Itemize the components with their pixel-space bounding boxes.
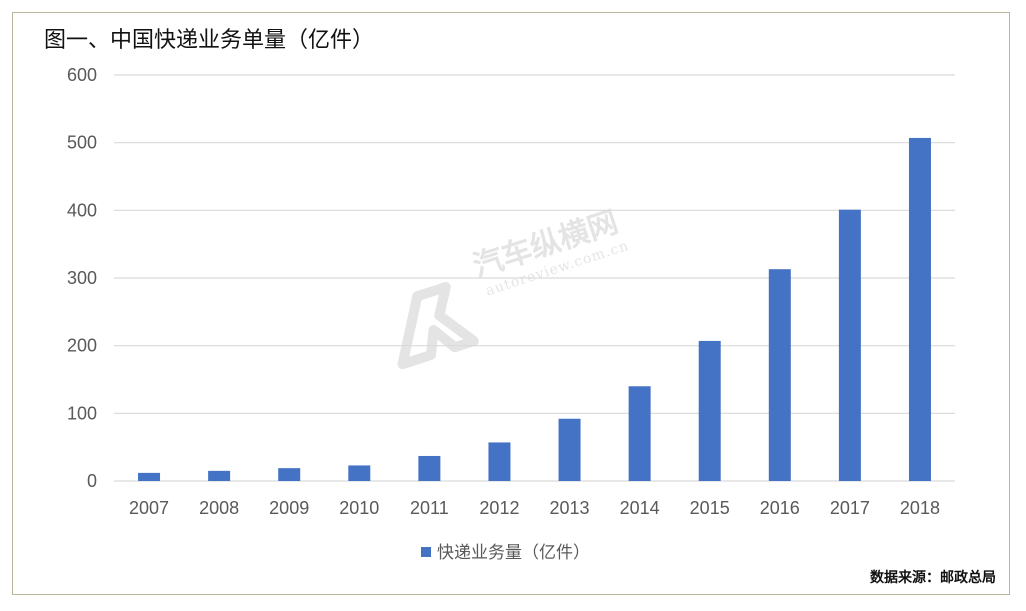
y-tick-label: 500 xyxy=(67,133,97,153)
bar xyxy=(628,386,651,481)
x-axis-tick-labels: 2007 2008 2009 2010 2011 2012 2013 2014 2015 2016… xyxy=(129,498,940,518)
x-tick-label: 2008 xyxy=(199,498,239,518)
bar xyxy=(768,269,791,481)
bar xyxy=(908,137,931,481)
legend-label: 快递业务量（亿件） xyxy=(437,543,590,563)
x-tick-label: 2017 xyxy=(830,498,870,518)
bar xyxy=(488,442,511,481)
x-tick-label: 2011 xyxy=(410,498,449,518)
legend-swatch xyxy=(421,547,431,557)
x-tick-label: 2015 xyxy=(690,498,730,518)
data-source-note: 数据来源：邮政总局 xyxy=(870,570,996,586)
x-tick-label: 2018 xyxy=(900,498,940,518)
chart-title: 图一、中国快递业务单量（亿件） xyxy=(44,28,375,53)
y-tick-label: 200 xyxy=(67,336,97,356)
x-tick-label: 2012 xyxy=(479,498,519,518)
y-tick-label: 300 xyxy=(67,268,97,288)
y-tick-label: 400 xyxy=(67,200,97,220)
y-tick-label: 600 xyxy=(67,65,97,85)
gridlines xyxy=(114,74,955,482)
watermark: 汽车纵横网 autoreview.com.cn xyxy=(364,190,677,419)
legend: 快递业务量（亿件） xyxy=(421,543,590,563)
x-tick-label: 2010 xyxy=(339,498,379,518)
bar-series xyxy=(138,137,931,481)
x-tick-label: 2007 xyxy=(129,498,169,518)
bar xyxy=(418,455,441,481)
bar xyxy=(558,418,581,481)
y-axis-tick-labels: 0 100 200 300 400 500 600 xyxy=(67,65,97,491)
x-tick-label: 2009 xyxy=(269,498,309,518)
bar xyxy=(278,468,301,481)
bar xyxy=(348,465,371,481)
bar xyxy=(208,470,231,481)
x-tick-label: 2016 xyxy=(760,498,800,518)
watermark-logo-icon xyxy=(397,282,479,370)
y-tick-label: 100 xyxy=(67,403,97,423)
x-tick-label: 2014 xyxy=(620,498,660,518)
bar xyxy=(138,472,161,481)
bar xyxy=(838,209,861,481)
y-tick-label: 0 xyxy=(87,471,97,491)
bar xyxy=(698,340,721,481)
x-tick-label: 2013 xyxy=(550,498,590,518)
